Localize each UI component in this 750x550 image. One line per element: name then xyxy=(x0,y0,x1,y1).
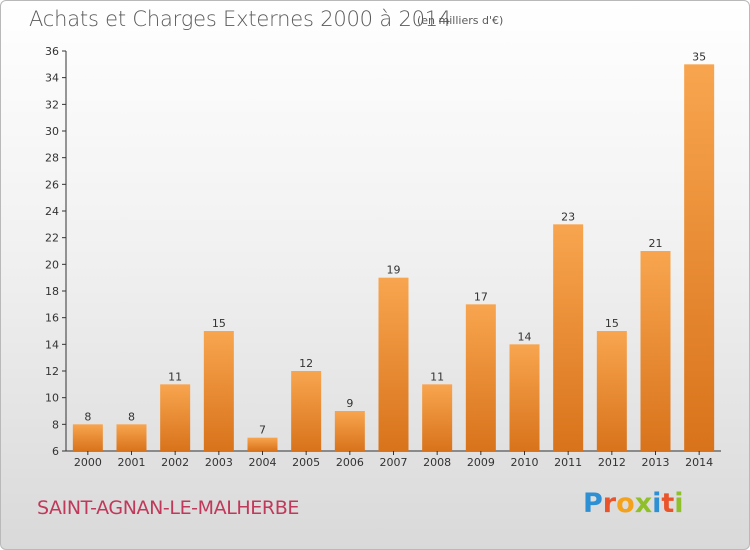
y-tick-label: 28 xyxy=(45,152,59,165)
x-tick-label: 2006 xyxy=(336,456,364,469)
value-label: 8 xyxy=(128,410,135,423)
bar xyxy=(378,277,409,451)
value-label: 21 xyxy=(649,237,663,250)
logo-letter: t xyxy=(661,488,675,519)
value-label: 8 xyxy=(84,410,91,423)
value-label: 9 xyxy=(346,397,353,410)
bar xyxy=(72,424,103,451)
x-tick-label: 2001 xyxy=(118,456,146,469)
x-tick-label: 2005 xyxy=(292,456,320,469)
x-tick-label: 2008 xyxy=(423,456,451,469)
bar xyxy=(640,251,671,451)
bar xyxy=(553,224,584,451)
x-tick-label: 2004 xyxy=(249,456,277,469)
y-tick-label: 10 xyxy=(45,392,59,405)
value-label: 15 xyxy=(605,317,619,330)
value-label: 14 xyxy=(518,330,532,343)
bar xyxy=(334,411,365,451)
chart-title: Achats et Charges Externes 2000 à 2014 xyxy=(29,7,452,31)
bar xyxy=(684,64,715,452)
y-tick-label: 32 xyxy=(45,98,59,111)
value-label: 35 xyxy=(692,50,706,63)
logo-letter: x xyxy=(634,488,653,519)
y-tick-label: 18 xyxy=(45,285,59,298)
x-tick-label: 2000 xyxy=(74,456,102,469)
value-label: 15 xyxy=(212,317,226,330)
logo-letter: i xyxy=(674,488,684,519)
y-tick-label: 36 xyxy=(45,45,59,58)
value-label: 19 xyxy=(387,264,401,277)
value-label: 12 xyxy=(299,357,313,370)
x-tick-label: 2009 xyxy=(467,456,495,469)
x-tick-label: 2012 xyxy=(598,456,626,469)
bar xyxy=(203,331,234,451)
y-tick-label: 24 xyxy=(45,205,59,218)
bar xyxy=(596,331,627,451)
y-tick-label: 12 xyxy=(45,365,59,378)
bar xyxy=(116,424,147,451)
y-tick-label: 6 xyxy=(52,445,59,458)
x-tick-label: 2007 xyxy=(380,456,408,469)
bar xyxy=(291,371,322,451)
axes: 6 8 10 12 14 16 18 20 22 24 26 28 30 32 34 36 2000 2001 20… xyxy=(45,45,721,469)
x-tick-label: 2010 xyxy=(511,456,539,469)
x-tick-label: 2014 xyxy=(685,456,713,469)
logo-letter: P xyxy=(583,488,603,519)
value-label: 11 xyxy=(430,370,444,383)
value-label: 11 xyxy=(168,370,182,383)
y-tick-label: 14 xyxy=(45,338,59,351)
x-tick-label: 2003 xyxy=(205,456,233,469)
bar xyxy=(509,344,540,451)
x-tick-label: 2002 xyxy=(161,456,189,469)
y-tick-label: 26 xyxy=(45,178,59,191)
bar xyxy=(160,384,191,451)
value-labels: 8 8 11 15 7 12 9 19 11 17 14 23 15 21 35 xyxy=(84,50,706,436)
bar xyxy=(422,384,453,451)
y-tick-label: 16 xyxy=(45,312,59,325)
logo-letter: r xyxy=(602,488,617,519)
y-tick-label: 22 xyxy=(45,232,59,245)
y-tick-label: 30 xyxy=(45,125,59,138)
y-tick-label: 34 xyxy=(45,72,59,85)
logo-letter: o xyxy=(616,488,635,519)
chart-unit: (en milliers d'€) xyxy=(417,14,504,27)
bar xyxy=(247,437,278,451)
place-name: SAINT-AGNAN-LE-MALHERBE xyxy=(37,497,299,519)
x-tick-label: 2011 xyxy=(554,456,582,469)
logo-letter: i xyxy=(652,488,662,519)
y-tick-label: 20 xyxy=(45,258,59,271)
value-label: 23 xyxy=(561,210,575,223)
x-tick-label: 2013 xyxy=(642,456,670,469)
y-tick-label: 8 xyxy=(52,418,59,431)
bar xyxy=(465,304,496,451)
value-label: 17 xyxy=(474,290,488,303)
value-label: 7 xyxy=(259,424,266,437)
bars xyxy=(72,64,715,452)
proxiti-logo[interactable]: Proxiti xyxy=(583,488,684,519)
